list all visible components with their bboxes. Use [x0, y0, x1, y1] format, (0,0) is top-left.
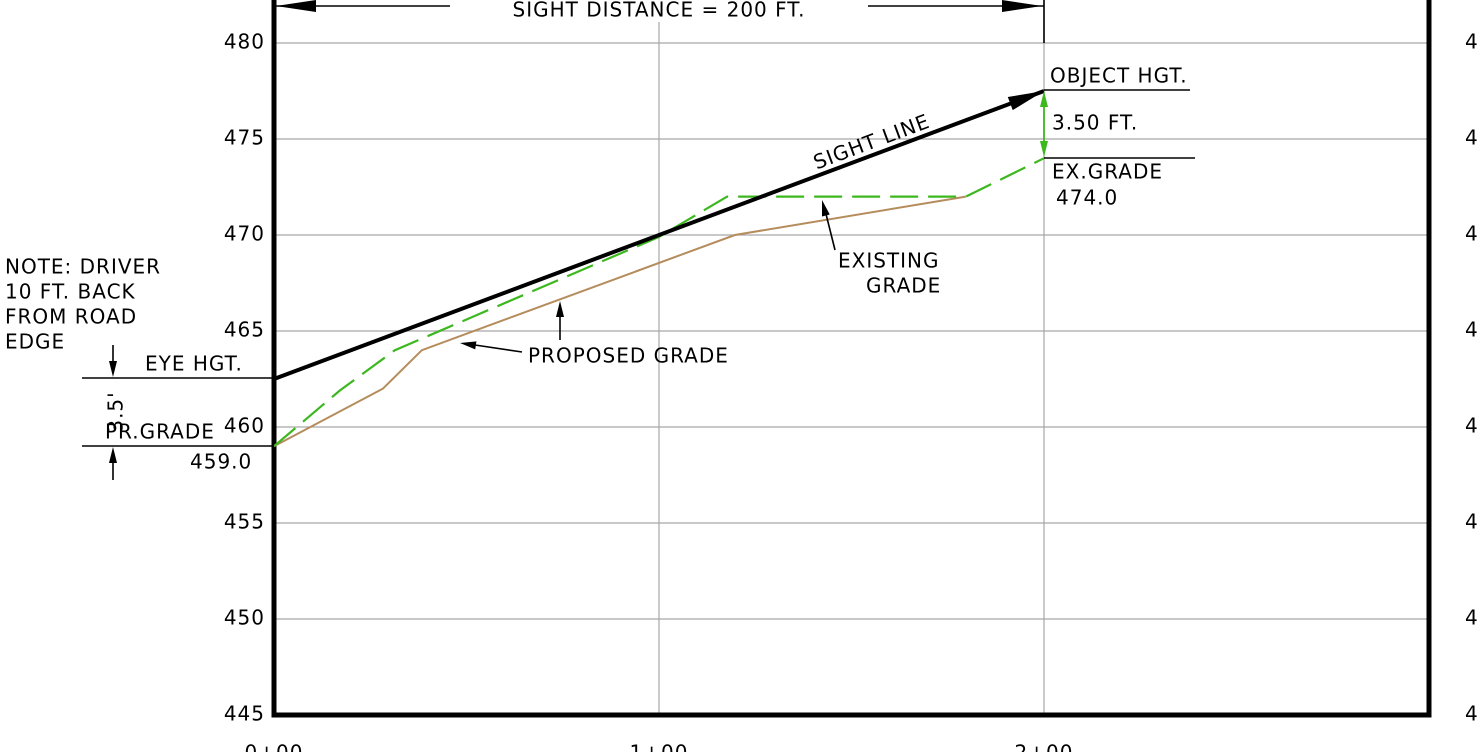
y-tick-label-right: 470	[1465, 222, 1478, 246]
annotation: 3.50 FT.	[1052, 111, 1138, 135]
frame	[271, 0, 1432, 718]
y-tick-label: 445	[224, 702, 265, 726]
annotation: 3.5'	[104, 391, 128, 432]
y-tick-label-right: 445	[1465, 702, 1478, 726]
label-gap	[450, 0, 868, 22]
arrowhead	[109, 447, 117, 463]
y-tick-label-right: 480	[1465, 30, 1478, 54]
series-line	[273, 195, 967, 448]
annotation: OBJECT HGT.	[1050, 64, 1188, 88]
annotation: FROM ROAD	[5, 305, 137, 329]
y-tick-label-right: 465	[1465, 318, 1478, 342]
annotation: EDGE	[5, 330, 65, 354]
annotation: 10 FT. BACK	[5, 280, 136, 304]
arrowhead	[1040, 141, 1048, 157]
arrowhead	[276, 0, 316, 12]
x-tick-label: 2+00	[1015, 741, 1074, 752]
annotation: EYE HGT.	[145, 352, 243, 376]
x-tick-label: 0+00	[245, 741, 304, 752]
annotation: PROPOSED GRADE	[528, 344, 729, 368]
annotation: PR.GRADE	[105, 420, 215, 444]
arrowhead	[1040, 91, 1048, 107]
y-tick-label: 460	[224, 414, 265, 438]
y-tick-label: 465	[224, 318, 265, 342]
leader-line	[474, 344, 523, 353]
sight-line-arrowhead	[1007, 91, 1044, 111]
y-tick-label: 470	[224, 222, 265, 246]
y-tick-label: 455	[224, 510, 265, 534]
y-tick-label-right: 455	[1465, 510, 1478, 534]
arrowhead	[460, 341, 477, 350]
annotation: SIGHT LINE	[810, 109, 933, 174]
annotation: 459.0	[190, 450, 252, 474]
arrowhead	[556, 301, 564, 317]
y-tick-label: 450	[224, 606, 265, 630]
y-tick-label-right: 475	[1465, 126, 1478, 150]
annotation: GRADE	[866, 274, 941, 298]
y-tick-label-right: 450	[1465, 606, 1478, 630]
annotation: 474.0	[1056, 186, 1118, 210]
annotation: SIGHT DISTANCE = 200 FT.	[513, 0, 806, 22]
annotation: EXISTING	[838, 249, 940, 273]
series-line	[273, 89, 1045, 381]
arrowhead	[822, 200, 830, 217]
annotation: NOTE: DRIVER	[5, 255, 161, 279]
arrowhead	[109, 361, 117, 377]
y-tick-label: 475	[224, 126, 265, 150]
x-tick-label: 1+00	[630, 741, 689, 752]
y-tick-label-right: 460	[1465, 414, 1478, 438]
y-tick-label: 480	[224, 30, 265, 54]
leader-line	[825, 213, 836, 251]
arrowhead	[1002, 0, 1042, 12]
annotation: EX.GRADE	[1052, 160, 1163, 184]
